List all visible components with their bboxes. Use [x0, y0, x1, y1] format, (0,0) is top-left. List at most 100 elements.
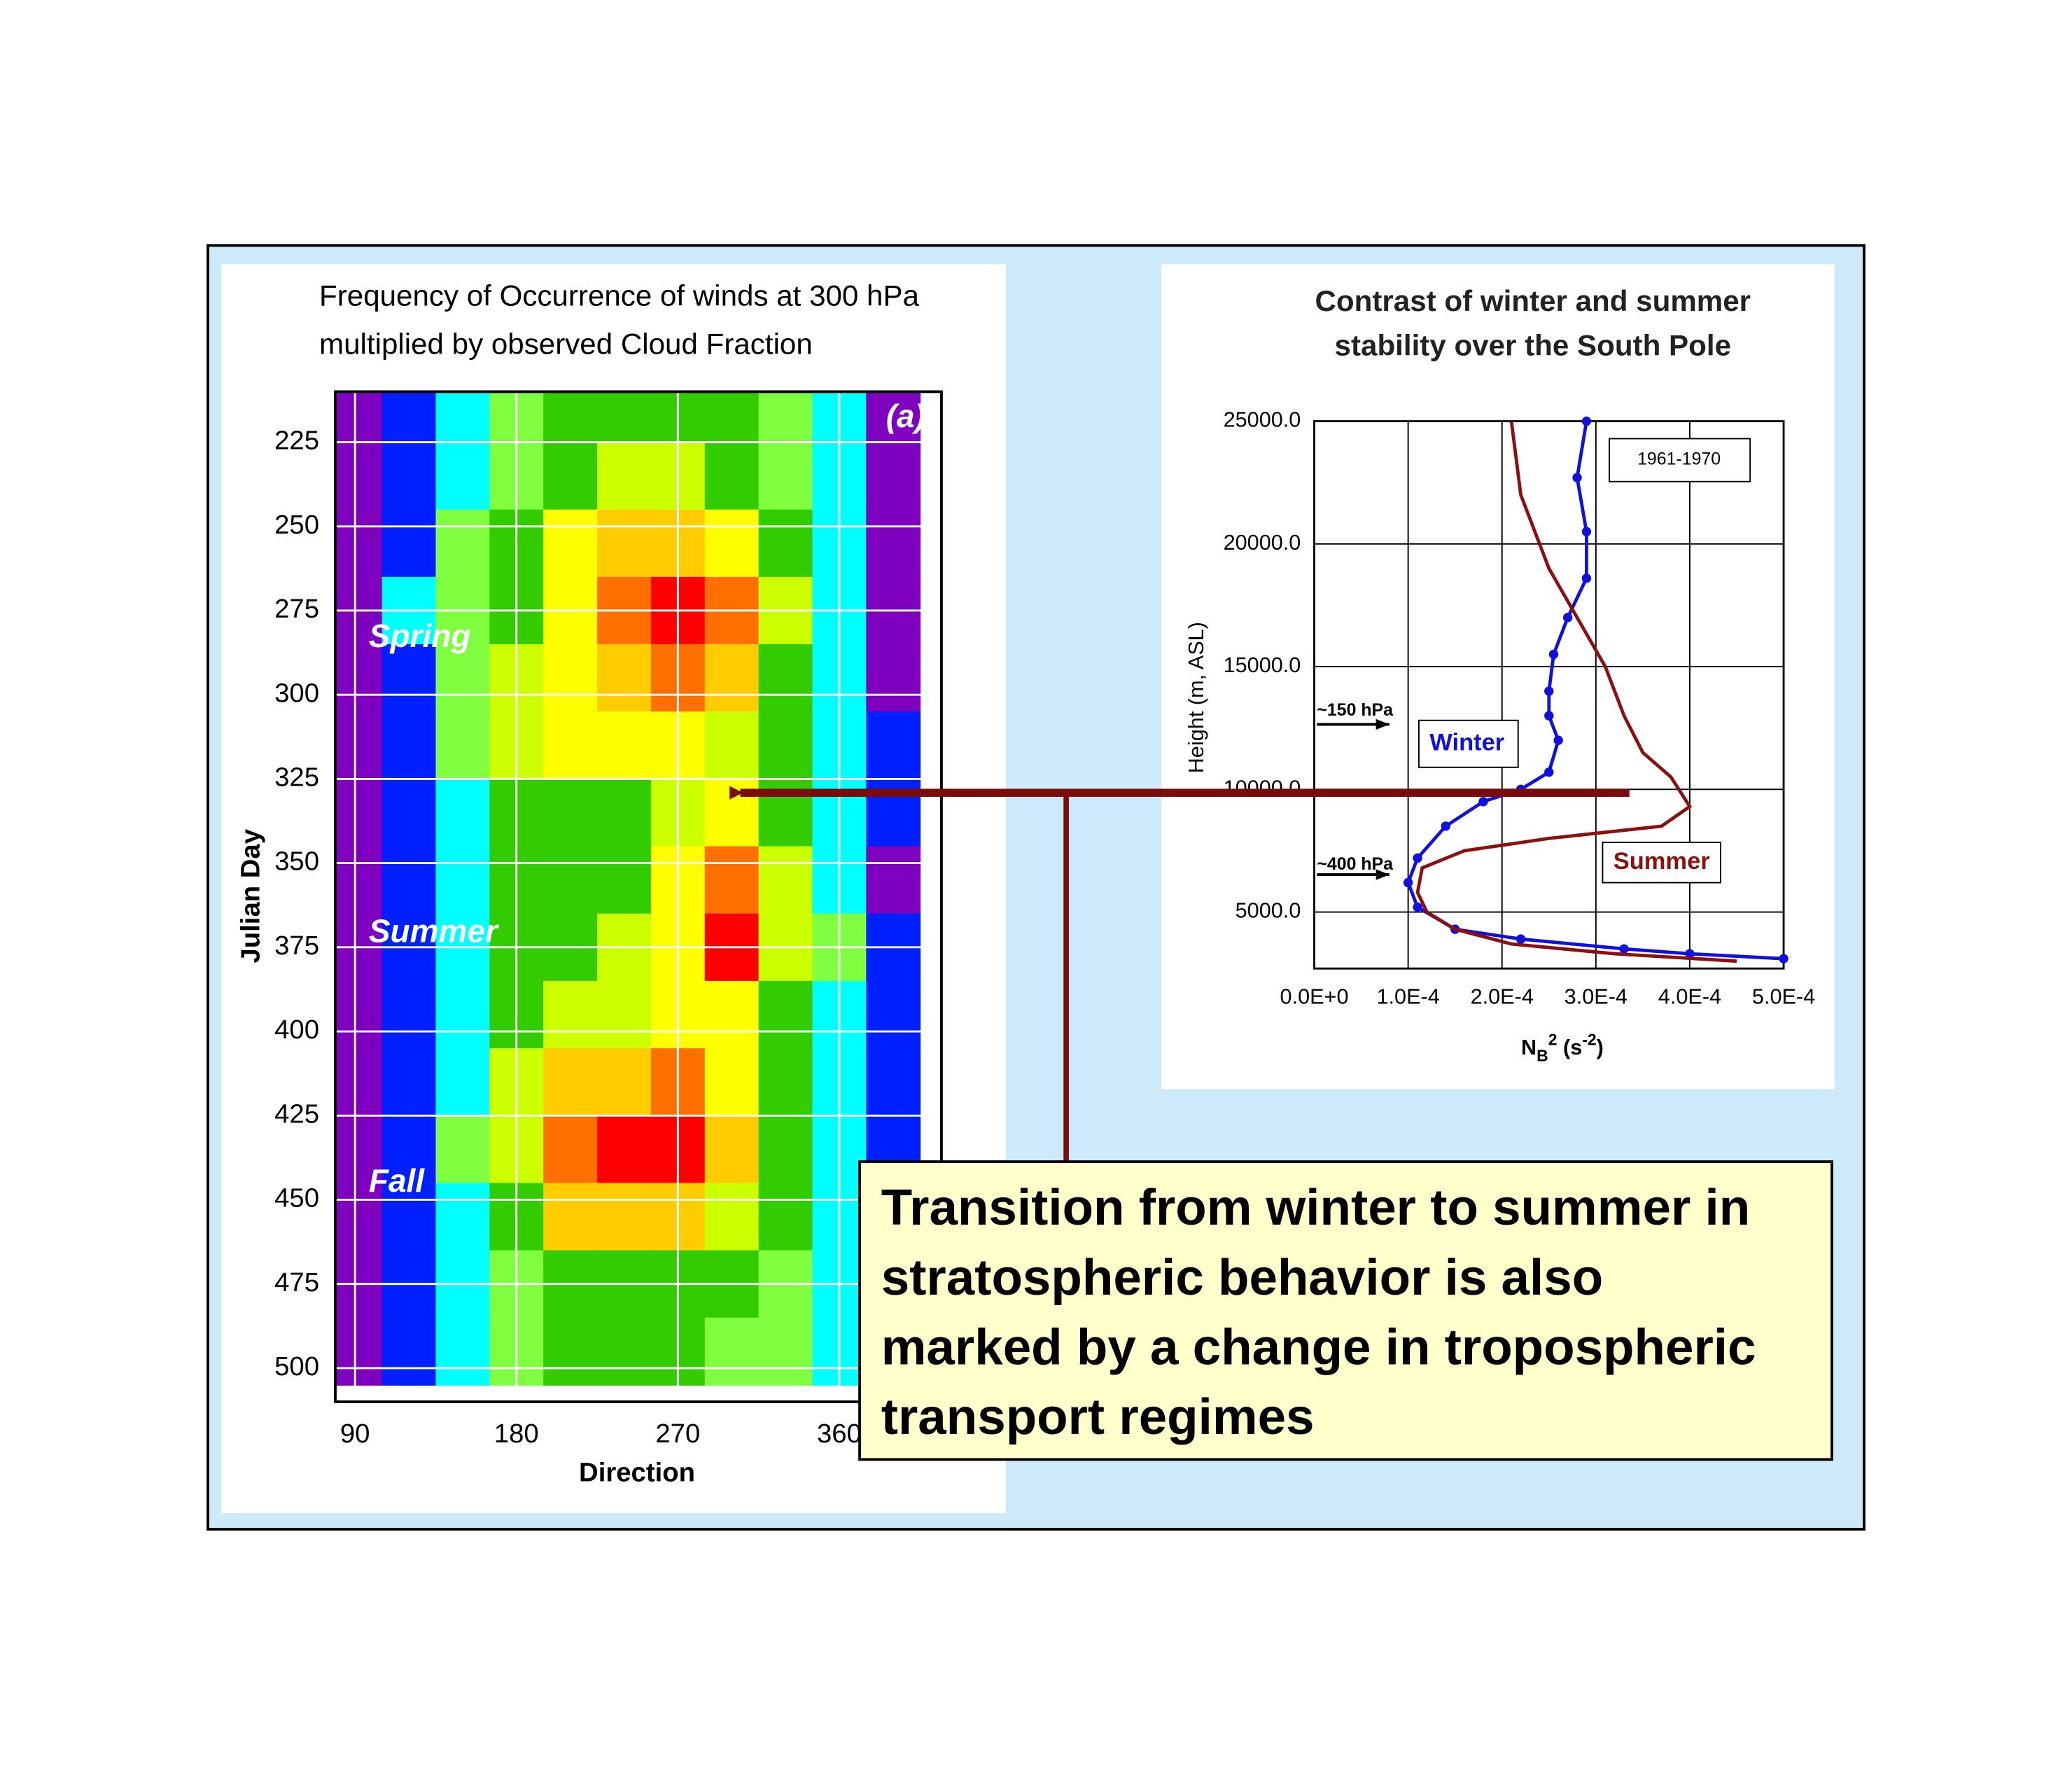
cell — [382, 980, 437, 1050]
y-tick-label: 425 — [274, 1099, 319, 1129]
y-tick-label: 475 — [274, 1267, 319, 1297]
cell — [597, 846, 652, 914]
cell — [704, 644, 760, 713]
legend-label: Summer — [1614, 848, 1710, 875]
point — [1562, 613, 1573, 622]
annotation: Fall — [369, 1162, 425, 1199]
cell — [543, 779, 598, 847]
cell — [543, 846, 598, 914]
point — [1403, 877, 1413, 888]
cell — [758, 644, 813, 713]
point — [1685, 949, 1695, 959]
cell — [382, 1183, 437, 1251]
cell — [866, 980, 921, 1050]
cell — [597, 1183, 652, 1251]
cell — [382, 1048, 437, 1117]
callout-text: transport regimes — [881, 1388, 1315, 1445]
cell — [758, 1048, 813, 1117]
x-axis-title-part: -2 — [1582, 1031, 1596, 1049]
cell — [758, 980, 813, 1050]
y-tick-label: 5000.0 — [1236, 899, 1301, 923]
cell — [758, 509, 813, 578]
cell — [543, 644, 598, 713]
legend-box — [1418, 719, 1519, 768]
point — [1581, 527, 1592, 536]
chart-title: stability over the South Pole — [1335, 328, 1731, 361]
callout-text: Transition from winter to summer in — [881, 1179, 1750, 1236]
cell — [435, 1317, 491, 1386]
x-axis-title: NB2 (s-2) — [1521, 1031, 1604, 1065]
line-chart: Contrast of winter and summer stability o… — [1184, 284, 1815, 1065]
cell — [704, 980, 760, 1050]
right-panel — [1161, 264, 1835, 1090]
cell — [382, 644, 437, 713]
cell — [435, 980, 491, 1050]
cell — [704, 846, 760, 914]
cell — [704, 1317, 760, 1386]
cell — [543, 980, 598, 1050]
cell — [335, 1183, 383, 1251]
cell — [435, 1183, 491, 1251]
cell — [866, 509, 921, 578]
cell — [543, 711, 598, 780]
point — [1572, 473, 1582, 482]
point — [1544, 686, 1554, 696]
cell — [435, 779, 491, 847]
cell — [543, 1183, 598, 1251]
cell — [758, 846, 813, 914]
y-axis-title: Height (m, ASL) — [1184, 622, 1208, 773]
y-tick-label: 325 — [274, 763, 319, 793]
cell — [382, 1317, 437, 1386]
x-axis-title: Direction — [579, 1458, 695, 1488]
x-axis-title-part: ) — [1597, 1036, 1604, 1059]
cell — [704, 1048, 760, 1117]
cell — [866, 1048, 921, 1117]
note-box — [1609, 438, 1751, 482]
series-line — [1415, 421, 1737, 963]
cell — [597, 980, 652, 1050]
cell — [335, 980, 383, 1050]
cell — [597, 442, 652, 510]
x-axis-title-part: B — [1536, 1047, 1548, 1065]
cell — [335, 391, 383, 443]
y-tick-label: 300 — [274, 678, 319, 708]
point — [1553, 735, 1563, 745]
cell — [704, 711, 760, 780]
cell — [382, 442, 437, 510]
legend-label: Winter — [1429, 729, 1504, 756]
cell — [435, 1048, 491, 1117]
annotation: ~150 hPa — [1317, 700, 1393, 720]
cell — [597, 1317, 652, 1386]
point — [1619, 944, 1629, 954]
x-tick-label: 270 — [655, 1419, 700, 1449]
cell — [597, 779, 652, 847]
y-tick-label: 20000.0 — [1224, 531, 1301, 555]
cell — [543, 1115, 598, 1184]
point — [1779, 954, 1788, 963]
y-tick-label: 350 — [274, 847, 319, 877]
cell — [866, 644, 921, 713]
plot-border — [1313, 420, 1785, 970]
y-tick-label: 500 — [274, 1351, 319, 1381]
y-tick-label: 450 — [274, 1183, 319, 1213]
cell — [543, 1317, 598, 1386]
cell — [758, 1183, 813, 1251]
cell — [335, 846, 383, 914]
annotation: ~400 hPa — [1317, 854, 1393, 874]
annotation: (a) — [886, 398, 925, 434]
cell — [435, 391, 491, 443]
heatmap-chart: Frequency of Occurrence of winds at 300 … — [235, 279, 943, 1488]
cell — [704, 509, 760, 578]
cell — [382, 779, 437, 847]
cell — [704, 1115, 760, 1184]
cell — [543, 1048, 598, 1117]
y-tick-label: 275 — [274, 594, 319, 624]
point — [1581, 416, 1592, 426]
x-tick-label: 5.0E-4 — [1752, 984, 1815, 1008]
cell — [597, 644, 652, 713]
x-tick-label: 1.0E-4 — [1376, 984, 1439, 1008]
cell — [597, 1115, 652, 1184]
point — [1516, 934, 1526, 944]
cell — [866, 711, 921, 780]
